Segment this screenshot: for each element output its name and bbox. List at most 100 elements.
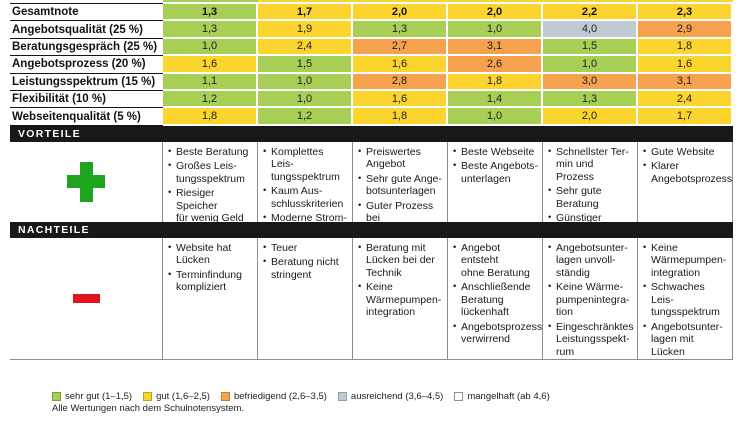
grade-cell: 1,1 (163, 73, 258, 91)
vorteile-list: • Preiswertes Angebot • Sehr gute Ange- bot… (358, 146, 444, 222)
vorteile-cell: • Schnellster Ter- min und Prozess • Sehr g… (543, 141, 638, 222)
grade-cell: 2,8 (353, 73, 448, 91)
nachteile-header: NACHTEILE (10, 221, 733, 238)
list-item-text: Schnellster Ter- min und Prozess (556, 145, 629, 183)
nachteile-cell: • Angebotsunter- lagen unvoll- ständig • Ke… (543, 237, 638, 359)
column-top-sliver (448, 0, 543, 4)
legend-label: ausreichend (3,6–4,5) (350, 391, 444, 402)
vorteile-cell: • Preiswertes Angebot • Sehr gute Ange- bot… (353, 141, 448, 222)
legend-label: befriedigend (2,6–3,5) (233, 391, 327, 402)
bullet-icon: • (168, 241, 172, 253)
list-item-text: Angebotsprozess verwirrend (461, 320, 543, 346)
nachteile-list: • Beratung mit Lücken bei der Technik • Kei… (358, 242, 444, 319)
grade-cell: 1,6 (638, 56, 733, 74)
list-item-text: Kaum Aus- schlusskriterien (271, 185, 344, 210)
legend-swatch (143, 392, 153, 401)
list-item: • Moderne Strom- vermarktung (263, 212, 349, 222)
bullet-icon: • (548, 241, 552, 253)
list-item: • Keine Wärmepumpen- integration (643, 242, 729, 280)
grade-cell: 2,0 (448, 4, 543, 22)
nachteile-content: • Website hat Lücken • Terminfindung kompli… (10, 237, 733, 360)
list-item-text: Anschließende Beratung lückenhaft (461, 281, 531, 319)
criterion-label: Leistungsspektrum (15 %) (10, 73, 163, 91)
comparison-table: Gesamtnote 1,3 1,7 2,0 2,0 2,2 2,3 Angebotsqual… (10, 0, 733, 360)
nachteile-cell: • Beratung mit Lücken bei der Technik • Kei… (353, 237, 448, 359)
bullet-icon: • (643, 281, 647, 293)
bullet-icon: • (453, 160, 457, 172)
vorteile-sign-cell (10, 141, 163, 222)
column-top-sliver (638, 0, 733, 4)
bullet-icon: • (643, 145, 647, 157)
column-top-sliver (258, 0, 353, 4)
list-item: • Angebotsprozess verwirrend (453, 320, 543, 346)
bullet-icon: • (548, 145, 552, 157)
legend-label: mangelhaft (ab 4,6) (467, 391, 550, 402)
grade-cell: 1,8 (163, 108, 258, 126)
list-item-text: Angebotsunter- lagen unvoll- ständig (556, 241, 628, 279)
list-item: • Beratung nicht stringent (263, 256, 349, 281)
list-item: • Keine Wärme- pumpenintegra- tion (548, 281, 634, 319)
bullet-icon: • (643, 160, 647, 172)
bullet-icon: • (453, 281, 457, 293)
grade-cell: 1,5 (258, 56, 353, 74)
list-item-text: Beratung nicht stringent (271, 256, 339, 281)
legend-item: mangelhaft (ab 4,6) (454, 391, 550, 402)
list-item: • Angebot entsteht ohne Beratung (453, 242, 539, 280)
vorteile-header: VORTEILE (10, 125, 733, 142)
grade-cell: 1,0 (448, 21, 543, 39)
vorteile-content: • Beste Beratung • Großes Leis- tungsspektr… (10, 141, 733, 222)
nachteile-list: • Angebotsunter- lagen unvoll- ständig • Ke… (548, 242, 634, 359)
list-item-text: Beste Webseite (461, 145, 535, 158)
grade-cell: 1,6 (353, 90, 448, 109)
grade-cell: 1,9 (258, 21, 353, 39)
list-item-text: Preiswertes Angebot (366, 145, 421, 171)
vorteile-title: VORTEILE (18, 127, 81, 140)
grade-cell: 1,3 (163, 4, 258, 22)
legend-swatch (220, 392, 230, 401)
legend-item: befriedigend (2,6–3,5) (220, 391, 327, 402)
grade-cell: 1,6 (353, 56, 448, 74)
vorteile-cell: • Beste Webseite • Beste Angebots- unterlag… (448, 141, 543, 222)
grade-cell: 2,4 (638, 90, 733, 109)
grade-cell: 1,0 (258, 73, 353, 91)
list-item-text: Keine Wärmepumpen- integration (366, 281, 442, 319)
list-item-text: Eingeschränktes Leistungsspekt- rum (556, 320, 634, 358)
list-item: • Anschließende Beratung lückenhaft (453, 281, 539, 319)
list-item-text: Teuer (271, 241, 298, 254)
criterion-label: Angebotsqualität (25 %) (10, 21, 163, 39)
bullet-icon: • (358, 145, 362, 157)
bullet-icon: • (358, 241, 362, 253)
grade-cell: 2,3 (638, 4, 733, 22)
list-item-text: Terminfindung kompliziert (176, 268, 242, 294)
grade-cell: 1,2 (163, 90, 258, 109)
grade-cell: 1,2 (258, 108, 353, 126)
grade-cell: 2,7 (353, 38, 448, 57)
grade-cell: 1,8 (353, 108, 448, 126)
list-item-text: Sehr gute Ange- botsunterlagen (366, 172, 442, 198)
nachteile-title: NACHTEILE (18, 223, 90, 236)
legend-swatch (454, 392, 464, 401)
list-item-text: Beste Angebots- unterlagen (461, 160, 539, 185)
bullet-icon: • (453, 145, 457, 157)
nachteile-cell: • Teuer • Beratung nicht stringent (258, 237, 353, 359)
list-item-text: Moderne Strom- vermarktung (271, 212, 347, 222)
bullet-icon: • (358, 199, 362, 211)
list-item-text: Gute Website (651, 145, 715, 158)
legend-item: ausreichend (3,6–4,5) (337, 391, 444, 402)
bullet-icon: • (263, 256, 267, 268)
list-item: • Komplettes Leis- tungsspektrum (263, 146, 349, 184)
bullet-icon: • (548, 281, 552, 293)
bullet-icon: • (263, 212, 267, 222)
list-item-text: Riesiger Speicher für wenig Geld (176, 187, 244, 222)
list-item: • Beste Angebots- unterlagen (453, 160, 539, 185)
bullet-icon: • (358, 172, 362, 184)
grade-cell: 2,9 (638, 21, 733, 39)
grade-cell: 1,6 (163, 56, 258, 74)
list-item: • Preiswertes Angebot (358, 146, 444, 171)
list-item-text: Schwaches Leis- tungsspektrum (651, 281, 720, 319)
grade-cell: 3,0 (543, 73, 638, 91)
vorteile-cell: • Komplettes Leis- tungsspektrum • Kaum Aus… (258, 141, 353, 222)
minus-icon (72, 293, 100, 303)
grade-cell: 1,8 (638, 38, 733, 57)
list-item-text: Keine Wärme- pumpenintegra- tion (556, 281, 630, 319)
